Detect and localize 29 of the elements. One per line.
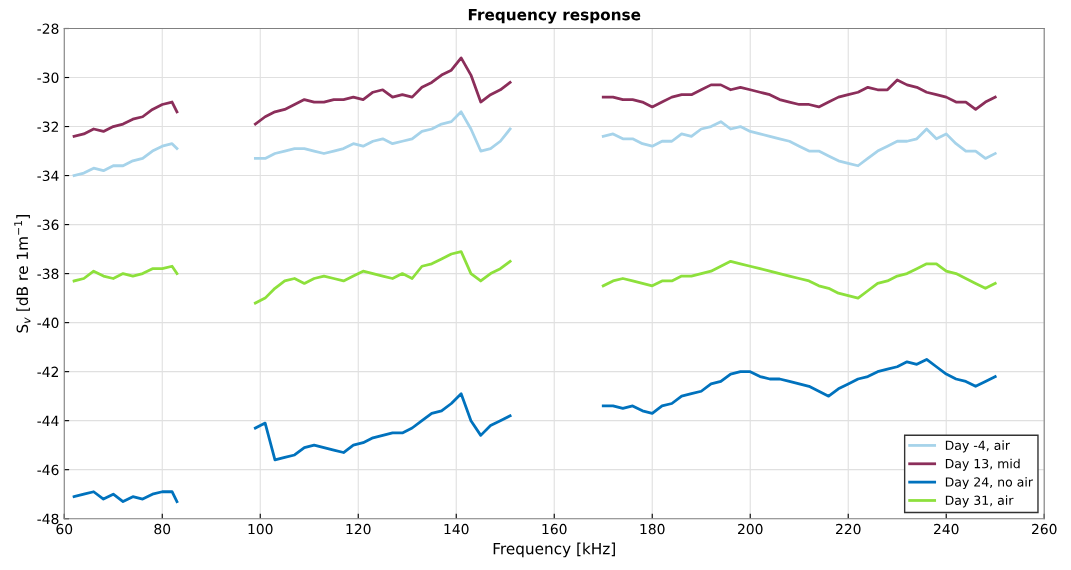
x-tick-label: 100 — [248, 523, 273, 535]
x-tick-label: 160 — [542, 523, 567, 535]
x-tick-label: 120 — [346, 523, 371, 535]
legend-label: Day 31, air — [945, 495, 1014, 508]
y-tick-label: -36 — [37, 219, 59, 231]
legend-label: Day 24, no air — [945, 477, 1033, 490]
legend-label: Day -4, air — [945, 440, 1010, 453]
x-tick-label: 260 — [1031, 523, 1057, 535]
x-tick-label: 180 — [640, 523, 665, 535]
y-tick-label: -28 — [37, 23, 59, 34]
x-tick-label: 240 — [933, 523, 959, 535]
y-tick-label: -32 — [37, 121, 59, 133]
x-tick-label: 60 — [56, 523, 73, 535]
legend-label: Day 13, mid — [945, 458, 1020, 471]
x-tick-label: 200 — [738, 523, 763, 535]
x-tick-label: 220 — [835, 523, 861, 535]
y-tick-label: -48 — [37, 513, 59, 525]
y-tick-label: -38 — [37, 268, 59, 280]
y-tick-label: -44 — [37, 415, 59, 426]
y-tick-label: -30 — [37, 72, 59, 83]
y-tick-label: -46 — [37, 464, 59, 476]
y-axis-title: S$_{v}$ [dB re 1m$^{−1}$] — [14, 215, 31, 333]
x-axis-title: Frequency [kHz] — [493, 542, 615, 558]
y-tick-label: -34 — [37, 170, 59, 182]
y-tick-label: -40 — [37, 317, 59, 329]
chart-title: Frequency response — [468, 9, 641, 24]
x-tick-label: 140 — [444, 523, 469, 535]
x-tick-label: 80 — [154, 523, 171, 535]
y-tick-label: -42 — [37, 366, 59, 377]
